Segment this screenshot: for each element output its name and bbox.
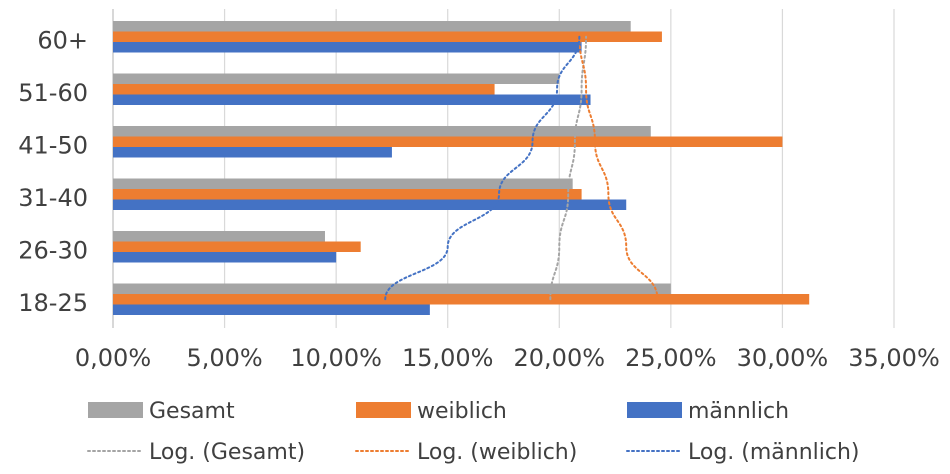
bar-m-nnlich	[113, 252, 337, 263]
bar-weiblich	[113, 136, 783, 147]
x-tick-label: 25,00%	[625, 344, 717, 372]
trendline-weiblich	[578, 35, 659, 301]
bar-gesamt	[113, 21, 631, 32]
x-tick-label: 0,00%	[75, 344, 151, 372]
bar-m-nnlich	[113, 94, 591, 105]
trendline-m-nnlich	[384, 35, 581, 301]
legend-label: Log. (weiblich)	[417, 440, 577, 465]
category-label: 51-60	[18, 79, 88, 107]
category-label: 41-50	[18, 131, 88, 159]
x-tick-label: 30,00%	[737, 344, 829, 372]
x-tick-label: 35,00%	[848, 344, 940, 372]
trendlines	[384, 35, 659, 301]
bar-weiblich	[113, 84, 495, 95]
legend: Gesamt weiblich männlich Log. (Gesamt) Log. …	[87, 399, 860, 465]
legend-label: Gesamt	[149, 399, 235, 424]
category-labels: 18-25 26-30 31-40 41-50 51-60 60+	[18, 26, 88, 317]
category-label: 18-25	[18, 289, 88, 317]
bar-m-nnlich	[113, 199, 627, 210]
x-tick-label: 5,00%	[186, 344, 262, 372]
bar-gesamt	[113, 283, 671, 294]
bar-m-nnlich	[113, 147, 392, 158]
bars	[113, 21, 810, 315]
category-label: 60+	[37, 26, 88, 54]
x-tick-label: 15,00%	[402, 344, 494, 372]
bar-gesamt	[113, 126, 651, 137]
legend-label: männlich	[688, 399, 789, 424]
legend-label: Log. (Gesamt)	[149, 440, 305, 465]
legend-label: weiblich	[417, 399, 507, 424]
bar-gesamt	[113, 178, 573, 189]
legend-swatch	[627, 402, 682, 418]
bar-weiblich	[113, 31, 662, 42]
bar-m-nnlich	[113, 42, 582, 53]
bar-weiblich	[113, 294, 810, 305]
bar-gesamt	[113, 231, 325, 242]
legend-swatch	[88, 402, 143, 418]
x-tick-label: 20,00%	[514, 344, 606, 372]
x-tick-labels: 0,00% 5,00% 10,00% 15,00% 20,00% 25,00% 30,00%…	[75, 344, 940, 372]
legend-swatch	[356, 402, 411, 418]
category-label: 26-30	[18, 236, 88, 264]
bar-m-nnlich	[113, 304, 430, 315]
bar-weiblich	[113, 189, 582, 200]
trendline-gesamt	[549, 35, 588, 301]
legend-label: Log. (männlich)	[688, 440, 860, 465]
category-label: 31-40	[18, 184, 88, 212]
bar-gesamt	[113, 73, 560, 84]
x-tick-label: 10,00%	[290, 344, 382, 372]
gridlines	[112, 9, 895, 328]
bar-weiblich	[113, 241, 361, 252]
